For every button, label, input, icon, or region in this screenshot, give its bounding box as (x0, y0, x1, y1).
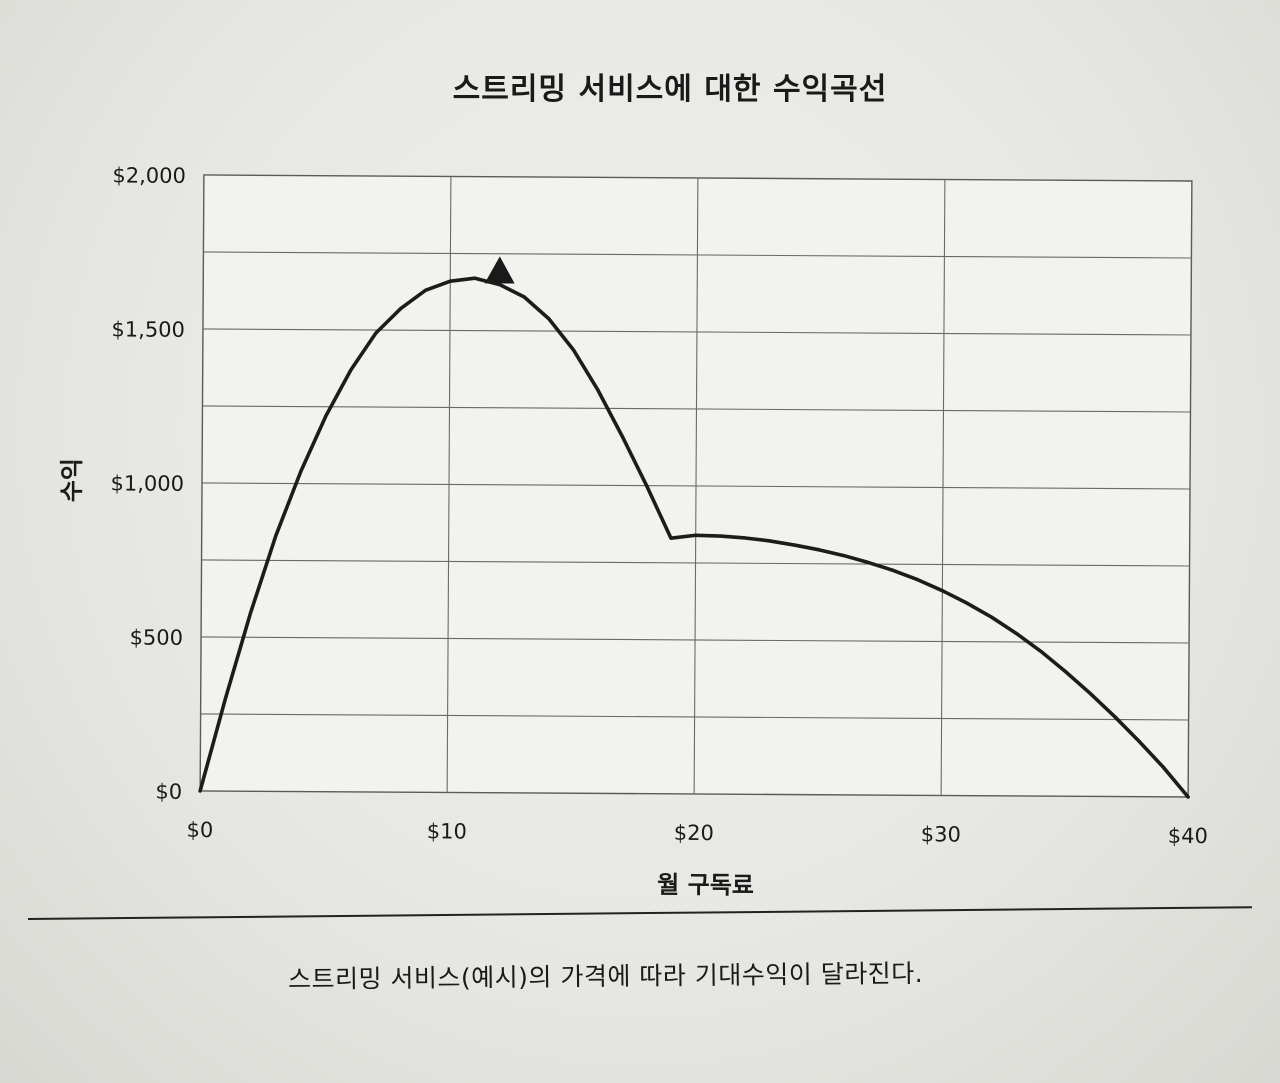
x-axis-label: 월 구독료 (657, 871, 754, 900)
grid-line-horizontal (202, 328, 1191, 336)
y-tick-label: $2,000 (112, 163, 186, 187)
grid-line-horizontal (201, 559, 1190, 567)
revenue-curve-chart: $0 $10 $20 $30 $40 $0$500$1,000$1,500$2,000 … (58, 163, 1208, 900)
peak-marker-triangle (484, 256, 515, 284)
y-axis-label: 수익 (58, 458, 86, 502)
grid-line-horizontal (203, 251, 1192, 259)
x-tick-label: $20 (674, 821, 714, 845)
y-tick-label: $1,000 (110, 471, 184, 495)
x-tick-label: $40 (1168, 824, 1208, 848)
chart-title: 스트리밍 서비스에 대한 수익곡선 (452, 72, 888, 107)
revenue-curve-line (198, 276, 1190, 799)
caption-divider (27, 906, 1252, 920)
chart-grid (199, 174, 1193, 798)
grid-line-horizontal (202, 405, 1191, 413)
y-axis-ticks: $0 $500 $1,000 $1,500 $2,000 (110, 163, 186, 804)
figure-caption: 스트리밍 서비스(예시)의 가격에 따라 기대수익이 달라진다. (287, 958, 924, 994)
y-tick-label: $1,500 (111, 317, 185, 341)
grid-line-horizontal (200, 713, 1189, 721)
x-axis-ticks: $0 $10 $20 $30 $40 (186, 818, 1208, 848)
chart-markers (484, 256, 515, 284)
y-tick-label: $500 (130, 626, 184, 650)
chart-series (198, 276, 1190, 799)
x-tick-label: $30 (921, 822, 961, 846)
grid-line-horizontal (202, 482, 1191, 490)
x-tick-label: $10 (427, 819, 467, 843)
y-tick-label: $0 (155, 780, 182, 804)
grid-line-horizontal (201, 636, 1190, 644)
x-tick-label: $0 (186, 818, 213, 842)
